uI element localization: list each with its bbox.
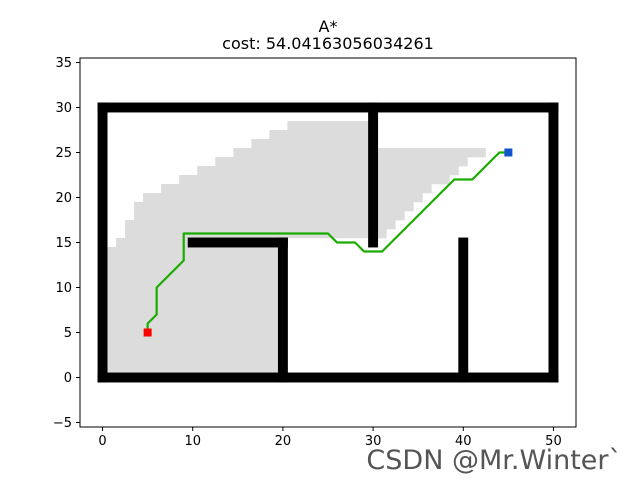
explored-row-14 (116, 238, 189, 248)
x-tick-label-3: 30 (365, 434, 382, 449)
explored-row-13 (107, 247, 279, 257)
y-tick-label-0: −5 (53, 416, 72, 431)
explored-row-10 (107, 274, 279, 284)
y-tick-label-4: 15 (55, 236, 72, 251)
x-tick-label-4: 40 (455, 434, 472, 449)
explored-row-1 (107, 355, 279, 365)
obstacle-wall-2 (97, 102, 108, 383)
explored-row-17 (134, 211, 405, 221)
watermark-text: CSDN @Mr.Winter` (366, 445, 622, 476)
explored-row-7 (107, 301, 279, 311)
y-tick-label-8: 35 (55, 56, 72, 71)
explored-row-16 (125, 220, 396, 230)
explored-row-26 (269, 130, 369, 140)
obstacle-wall-4 (187, 237, 288, 248)
start-marker (143, 328, 152, 337)
explored-row-21 (179, 175, 450, 185)
obstacle-wall-3 (548, 102, 559, 383)
explored-row-22 (197, 166, 459, 176)
marker-layer (143, 148, 513, 337)
chart-title: A* (319, 17, 338, 36)
explored-row-19 (143, 193, 423, 203)
obstacle-walls (97, 102, 559, 383)
explored-row-11 (107, 265, 279, 275)
explored-row-3 (107, 337, 279, 347)
x-tick-label-1: 10 (184, 434, 201, 449)
explored-row-5 (107, 319, 279, 329)
y-tick-label-7: 30 (55, 101, 72, 116)
x-tick-label-5: 50 (545, 434, 562, 449)
path-layer (146, 151, 509, 333)
chart-subtitle: cost: 54.04163056034261 (222, 34, 434, 53)
obstacle-wall-5 (277, 237, 288, 383)
x-tick-label-0: 0 (98, 434, 106, 449)
explored-row-27 (287, 121, 369, 131)
y-tick-label-5: 20 (55, 191, 72, 206)
path-line (146, 151, 509, 333)
explored-row-6 (107, 310, 279, 320)
explored-row-20 (161, 184, 432, 194)
y-tick-label-2: 5 (64, 326, 72, 341)
y-tick-label-3: 10 (55, 281, 72, 296)
explored-row-18 (134, 202, 414, 212)
y-tick-label-1: 0 (64, 371, 72, 386)
explored-row-8 (107, 292, 279, 302)
y-tick-label-6: 25 (55, 146, 72, 161)
explored-row-0 (107, 364, 279, 374)
obstacle-wall-0 (97, 372, 559, 383)
goal-marker (504, 148, 513, 157)
explored-row-9 (107, 283, 279, 293)
obstacle-wall-7 (458, 237, 469, 383)
explored-row-12 (107, 256, 279, 266)
obstacle-wall-6 (368, 102, 379, 248)
explored-row-25 (251, 139, 369, 149)
explored-row-24 (233, 148, 486, 158)
explored-row-23 (215, 157, 468, 167)
x-tick-label-2: 20 (275, 434, 292, 449)
obstacle-wall-1 (97, 102, 559, 113)
axis-ticks: 0 10 20 30 40 50 −5 0 5 10 15 20 25 30 35 (53, 56, 562, 449)
explored-row-4 (107, 328, 279, 338)
explored-row-2 (107, 346, 279, 356)
